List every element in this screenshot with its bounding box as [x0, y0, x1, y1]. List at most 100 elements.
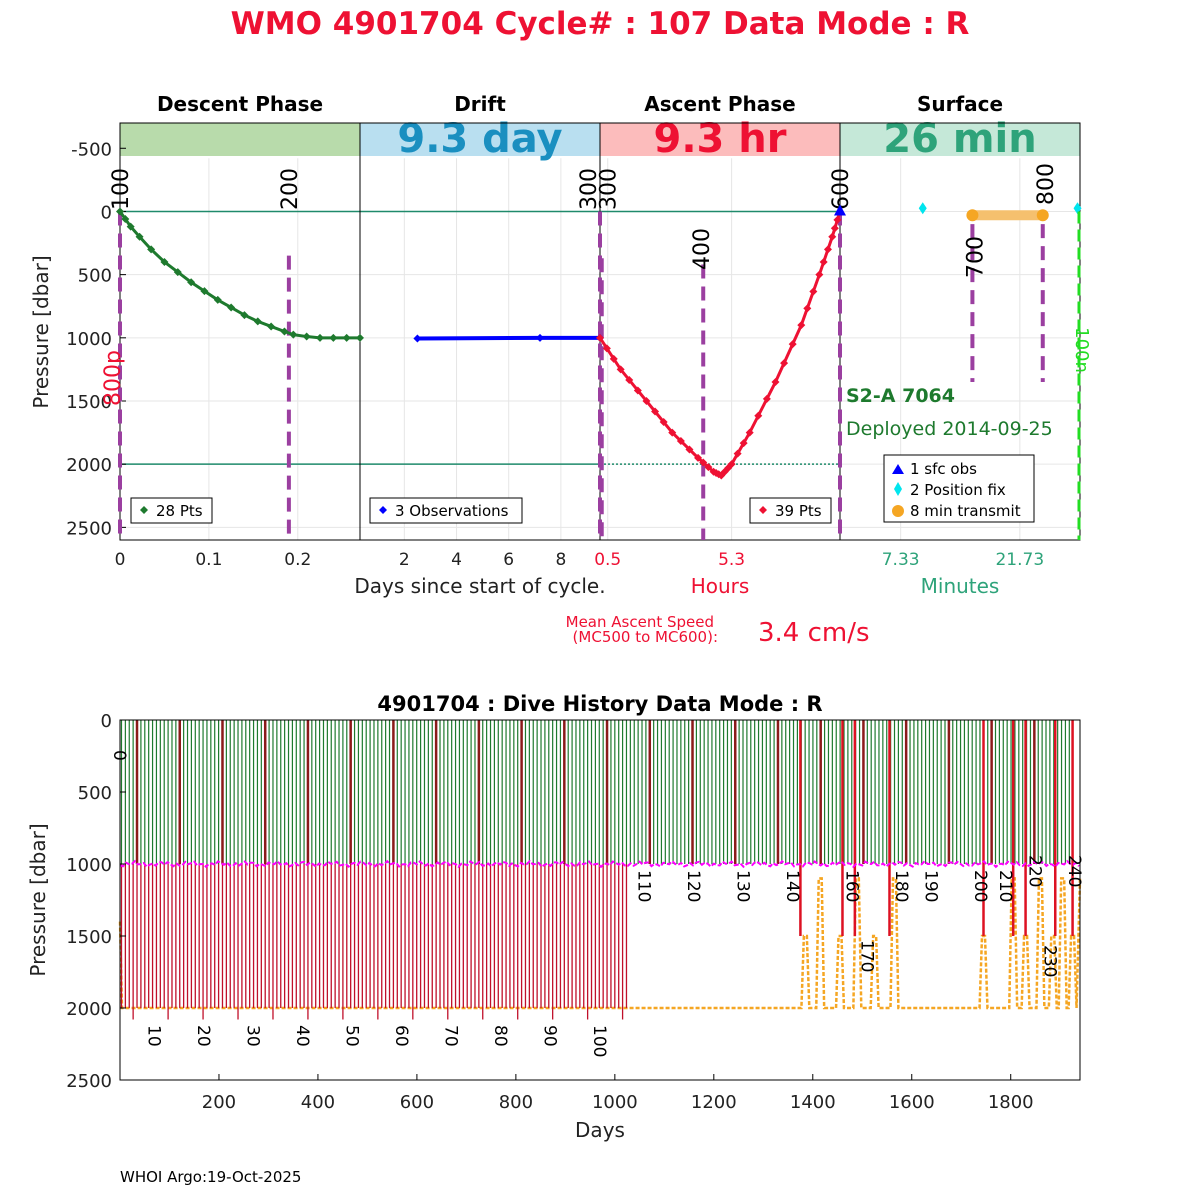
park-pressure-trace — [119, 859, 1080, 869]
ascent-duration: 9.3 hr — [654, 116, 787, 162]
ascent-data-point — [830, 224, 839, 233]
ascent-data-point — [739, 439, 748, 448]
surface-phase-header: Surface — [917, 92, 1003, 116]
legend-transmit-label: 8 min transmit — [910, 502, 1021, 520]
legend-transmit-marker — [892, 505, 904, 517]
cycle-number-label: 210 — [995, 870, 1015, 902]
descent-data-point — [329, 333, 338, 342]
drift-phase-header: Drift — [454, 92, 506, 116]
ascent-data-point — [596, 333, 604, 342]
ascent-legend-marker — [759, 506, 767, 514]
descent-phase-header: Descent Phase — [157, 92, 323, 116]
cycle-number-label: 100 — [589, 1025, 609, 1057]
ascent-data-point — [668, 428, 677, 437]
dive-y-tick-label: 2000 — [66, 999, 112, 1020]
descent-data-point — [356, 333, 364, 342]
drift-x-tick-label: 2 — [399, 550, 410, 570]
descent-legend-marker — [140, 506, 148, 514]
ascent-data-point — [823, 245, 832, 254]
ascent-data-point — [828, 232, 837, 241]
mean-ascent-label: Mean Ascent Speed — [566, 613, 714, 631]
legend-sfc-obs-marker — [892, 464, 904, 474]
drift-x-tick-label: 6 — [503, 550, 514, 570]
ascent-data-point — [762, 394, 771, 403]
cycle-number-label: 200 — [970, 870, 990, 902]
profile-depth-trace — [118, 877, 1082, 1010]
descent-data-point — [316, 333, 324, 342]
dive-y-axis-label: Pressure [dbar] — [26, 823, 50, 976]
top-y-tick-label: 0 — [101, 202, 112, 223]
descent-x-axis-label: Days since start of cycle. — [354, 574, 605, 598]
dive-history-frame — [119, 719, 1081, 1081]
ascent-data-point — [819, 258, 828, 266]
cycle-number-label: 40 — [292, 1025, 312, 1047]
ascent-data-point — [771, 378, 780, 387]
top-y-axis-label: Pressure [dbar] — [29, 255, 53, 408]
top-y-tick-label: 500 — [78, 266, 112, 287]
ascent-data-point — [727, 460, 736, 469]
surface-marker-label: 800 — [1034, 163, 1059, 205]
ascent-data-point — [699, 458, 708, 467]
ascent-data-point — [815, 270, 824, 279]
cycle-number-label: 170 — [856, 940, 876, 972]
dive-y-tick-label: 1500 — [66, 927, 112, 948]
transmit-start-point — [966, 209, 979, 222]
ascent-data-point — [642, 397, 651, 405]
ascent-data-point — [633, 386, 642, 395]
deployed-date: Deployed 2014-09-25 — [846, 418, 1053, 440]
ascent-data-point — [809, 287, 818, 296]
mean-ascent-range-label: (MC500 to MC600): — [573, 628, 718, 646]
cycle-number-label: 50 — [342, 1025, 362, 1047]
drift-legend-label: 3 Observations — [395, 502, 509, 520]
ascent-data-point — [754, 411, 763, 420]
cycle-number-label: 160 — [841, 870, 861, 902]
transmit-end-point — [1036, 209, 1049, 222]
dive-y-tick-label: 0 — [101, 711, 112, 732]
cycle-number-label: 120 — [683, 870, 703, 902]
drift-phase-band — [360, 123, 600, 156]
dive-x-axis-label: Days — [575, 1118, 625, 1142]
descent-marker-label: 200 — [278, 168, 303, 210]
ascent-data-point — [676, 437, 685, 446]
ascent-data-point — [733, 449, 742, 458]
dive-x-tick-label: 200 — [202, 1092, 236, 1113]
descent-data-point — [121, 215, 130, 224]
descent-data-point — [289, 330, 298, 339]
cycle-number-label: 90 — [540, 1025, 560, 1047]
cycle-number-label: 30 — [243, 1025, 263, 1047]
ascent-marker-label: 400 — [690, 228, 715, 270]
surface-obs-marker — [834, 204, 846, 216]
ascent-data-point — [745, 428, 754, 437]
ascent-data-point — [659, 418, 668, 427]
descent-data-point — [280, 327, 289, 336]
drift-duration: 9.3 day — [397, 116, 562, 162]
ascent-phase-header: Ascent Phase — [644, 92, 795, 116]
dive-y-tick-label: 500 — [78, 783, 112, 804]
cycle-number-label: 230 — [1039, 945, 1059, 977]
ascent-data-point — [803, 304, 812, 313]
ascent-legend-label: 39 Pts — [775, 502, 822, 520]
legend-position-fix-marker — [894, 482, 902, 496]
drift-series-line — [417, 335, 600, 341]
descent-data-point — [187, 278, 196, 287]
surface-x-tick-label: 7.33 — [882, 550, 920, 570]
cycle-number-label: 130 — [733, 870, 753, 902]
ascent-data-point — [625, 375, 634, 384]
drift-x-tick-label: 4 — [451, 550, 462, 570]
dive-x-tick-label: 1800 — [988, 1092, 1034, 1113]
cycle-number-label: 20 — [193, 1025, 213, 1047]
ascent-data-point — [780, 359, 789, 368]
cycle-number-label: 140 — [782, 870, 802, 902]
ascent-marker-label: 300 — [597, 168, 622, 210]
dive-x-tick-label: 800 — [499, 1092, 533, 1113]
descent-data-point — [342, 333, 351, 342]
dive-x-tick-label: 1600 — [889, 1092, 935, 1113]
descent-data-point — [135, 232, 144, 241]
mean-ascent-value: 3.4 cm/s — [758, 618, 870, 648]
descent-data-point — [160, 258, 169, 266]
cycle-number-label: 220 — [1025, 855, 1045, 887]
cycle-number-label: 80 — [490, 1025, 510, 1047]
cycle-number-label: 70 — [441, 1025, 461, 1047]
drift-x-tick-label: 8 — [555, 550, 566, 570]
